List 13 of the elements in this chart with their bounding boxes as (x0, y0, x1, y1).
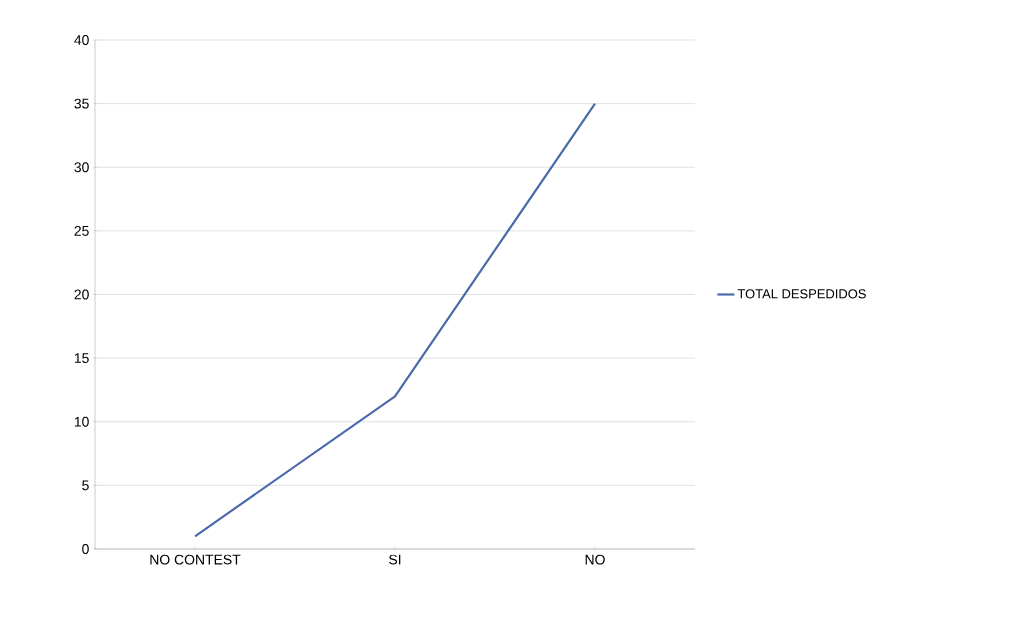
x-tick-label: SI (389, 554, 401, 565)
x-tick-label: NO CONTEST (150, 554, 241, 565)
y-tick-label: 20 (74, 289, 89, 300)
y-tick-label: 35 (74, 98, 89, 109)
y-tick-label: 15 (74, 353, 89, 363)
y-tick-label: 30 (74, 162, 89, 173)
y-tick-label: 10 (74, 416, 89, 427)
legend-label: TOTAL DESPEDIDOS (737, 289, 866, 299)
y-tick-label: 25 (74, 225, 89, 236)
y-tick-label: 0 (82, 544, 89, 554)
x-tick-label: NO (585, 554, 605, 565)
y-tick-label: 40 (74, 35, 89, 45)
y-tick-label: 5 (82, 480, 89, 491)
